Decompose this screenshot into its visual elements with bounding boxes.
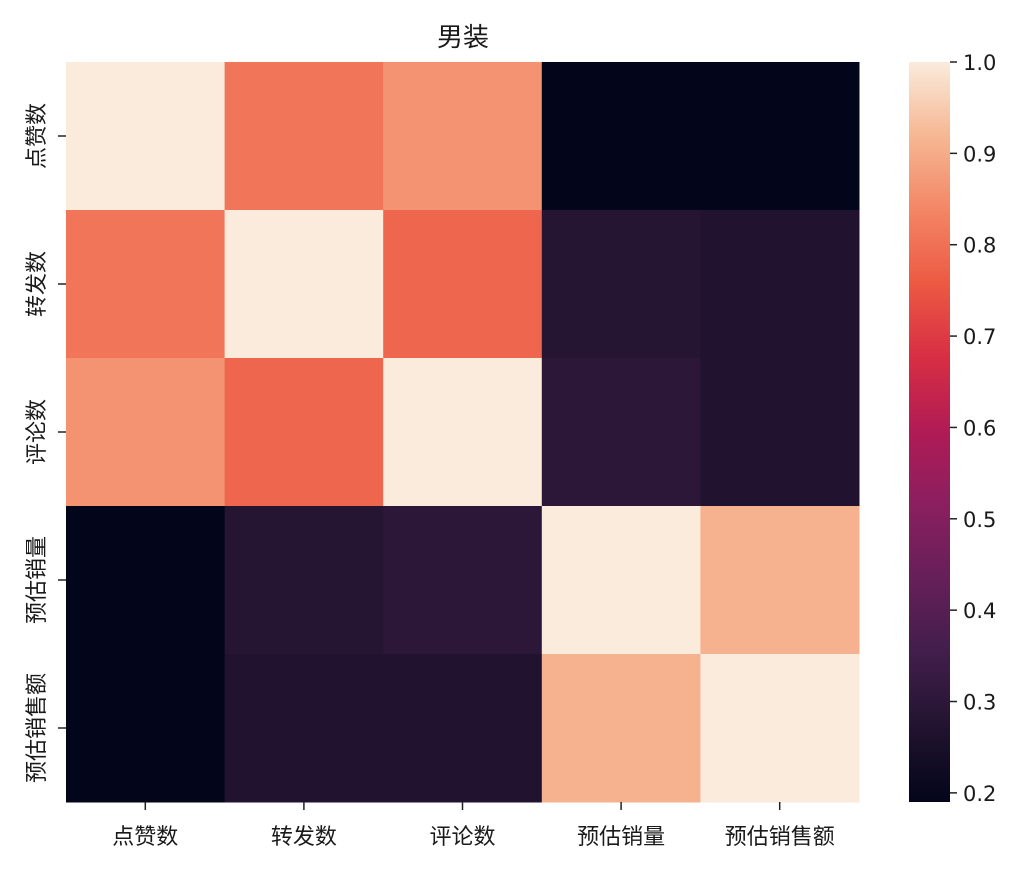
heatmap-cell-0-4 [700,62,860,211]
heatmap-cell-2-0 [66,358,226,507]
colorbar-tick-label: 0.6 [963,416,996,440]
heatmap-cell-4-1 [224,654,384,803]
y-tick-label: 转发数 [25,251,50,317]
heatmap-cell-3-4 [700,506,860,655]
colorbar-tick-label: 0.5 [963,508,996,532]
x-tick-label: 转发数 [271,825,337,850]
x-tick-label: 预估销量 [577,825,665,850]
heatmap-cell-2-2 [383,358,543,507]
heatmap-cell-4-4 [700,654,860,803]
colorbar-tick-label: 0.7 [963,325,996,349]
heatmap-cell-0-1 [224,62,384,211]
heatmap-cell-4-2 [383,654,543,803]
heatmap-cell-4-3 [541,654,701,803]
heatmap-cell-2-3 [541,358,701,507]
y-tick-label: 预估销量 [25,536,50,624]
heatmap-cell-1-4 [700,210,860,359]
heatmap-cell-0-2 [383,62,543,211]
colorbar-tick-label: 1.0 [963,51,996,75]
y-tick-label: 评论数 [25,399,50,465]
x-tick-label: 点赞数 [112,825,178,850]
heatmap-cell-1-2 [383,210,543,359]
colorbar-tick-label: 0.8 [963,234,996,258]
heatmap-cell-2-1 [224,358,384,507]
x-tick-label: 评论数 [429,825,495,850]
heatmap-cell-0-0 [66,62,226,211]
heatmap-cell-4-0 [66,654,226,803]
colorbar-tick-label: 0.4 [963,599,996,623]
y-tick-label: 点赞数 [25,103,50,169]
heatmap-cell-3-2 [383,506,543,655]
colorbar-tick-label: 0.3 [963,691,996,715]
heatmap-cell-1-0 [66,210,226,359]
heatmap-cell-3-0 [66,506,226,655]
x-axis: 点赞数 转发数 评论数 预估销量 预估销售额 [112,802,835,850]
chart-title: 男装 [437,23,489,53]
heatmap-cell-3-3 [541,506,701,655]
colorbar-ticks: 0.2 0.3 0.4 0.5 0.6 0.7 0.8 0.9 1.0 [950,51,996,806]
heatmap-cell-0-3 [541,62,701,211]
heatmap-cells [66,62,860,803]
colorbar [909,62,950,802]
colorbar-tick-label: 0.2 [963,782,996,806]
heatmap-cell-3-1 [224,506,384,655]
heatmap-cell-2-4 [700,358,860,507]
heatmap-cell-1-3 [541,210,701,359]
y-tick-label: 预估销售额 [25,673,50,783]
x-tick-label: 预估销售额 [725,825,835,850]
heatmap-cell-1-1 [224,210,384,359]
colorbar-tick-label: 0.9 [963,142,996,166]
